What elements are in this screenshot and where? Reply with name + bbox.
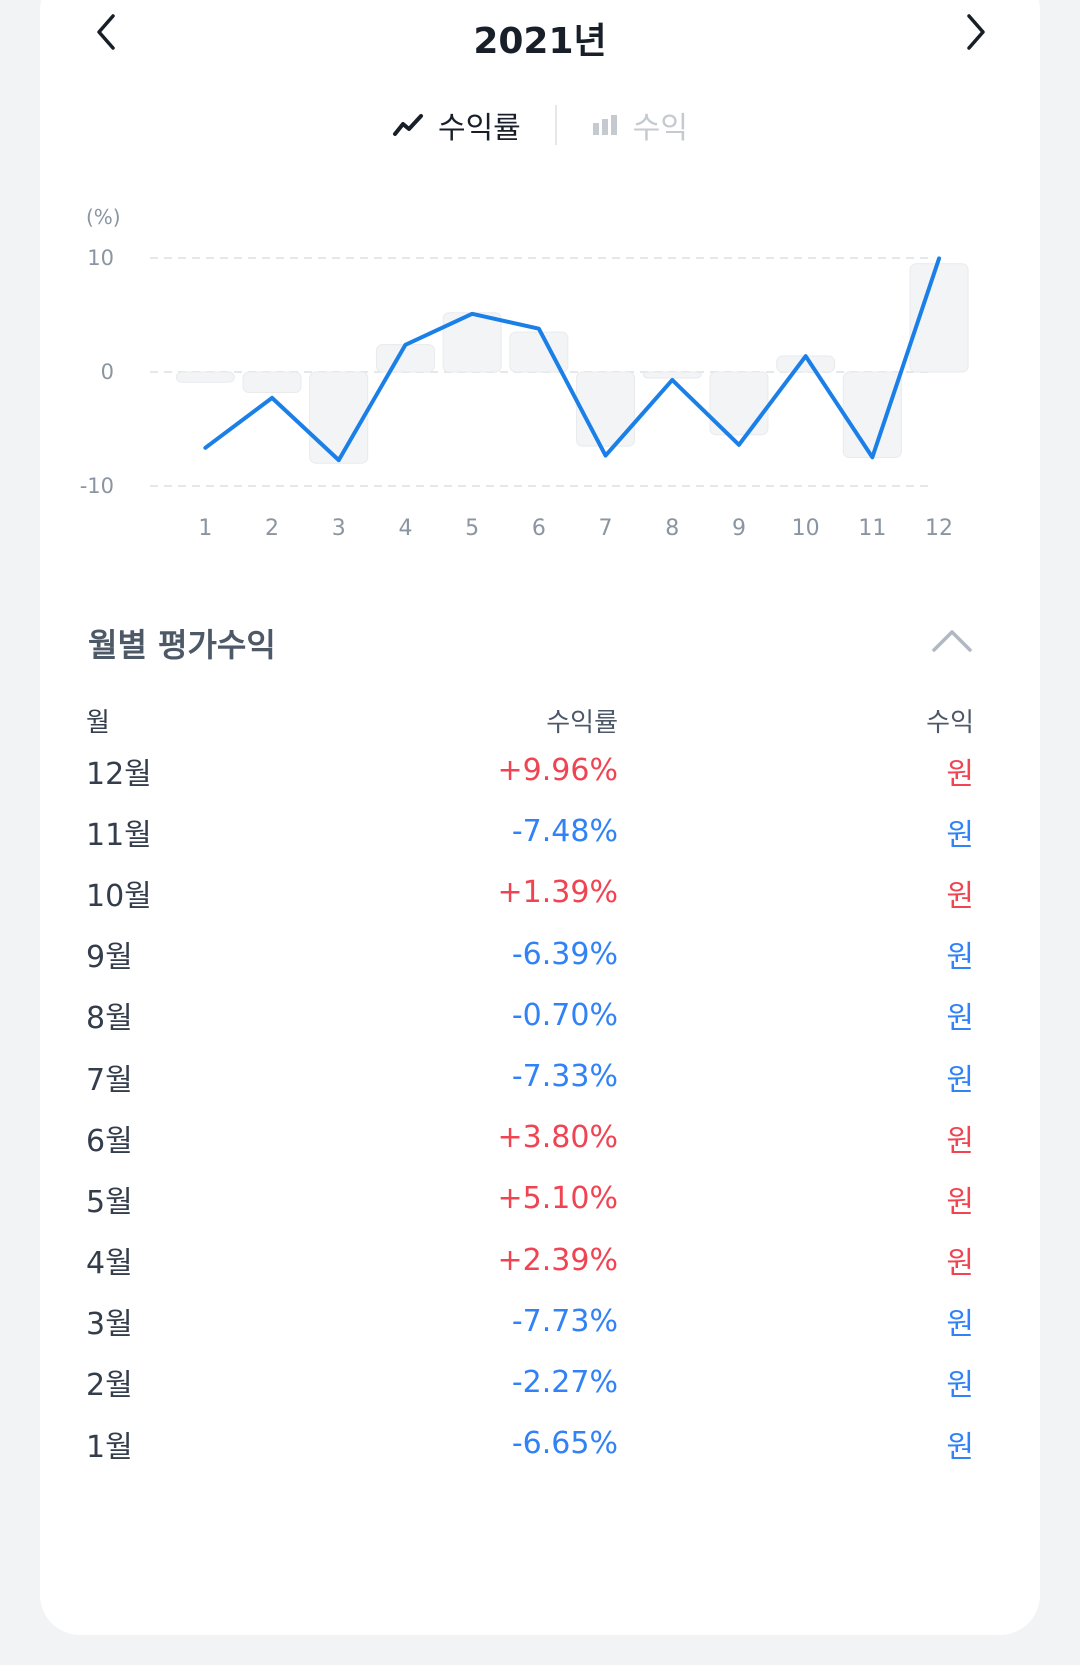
bar-chart-icon [592,115,617,135]
y-unit-label: (%) [86,205,121,229]
table-row: 5월 +5.10% 원 [86,1168,974,1229]
next-year-button[interactable] [954,10,998,54]
section-title: 월별 평가수익 [88,626,276,664]
table-row: 8월 -0.70% 원 [86,985,974,1046]
chevron-up-icon [932,630,972,652]
chart-bar [242,371,302,394]
monthly-table: 월 수익률 수익 12월 +9.96% 원 11월 -7.48% 원 10월 +1.39%… [86,700,974,1474]
x-tick-label: 1 [198,516,212,541]
table-row: 2월 -2.27% 원 [86,1352,974,1413]
row-month: 12월 [86,756,152,792]
row-profit: 원 [946,1429,974,1465]
row-rate: +9.96% [497,753,618,789]
tab-rate[interactable]: 수익률 [358,103,555,147]
prev-year-button[interactable] [84,10,128,54]
row-profit: 원 [946,878,974,914]
table-row: 11월 -7.48% 원 [86,801,974,862]
rate-chart-svg: (%)100-101 2 3 4 5 6 7 8 9 10 11 12 [80,205,969,541]
chart-bar [175,371,235,383]
row-profit: 원 [946,1123,974,1159]
row-rate: -0.70% [511,997,618,1033]
row-month: 8월 [86,1001,133,1037]
table-row: 7월 -7.33% 원 [86,1046,974,1107]
chart-bar [842,371,902,458]
row-rate: +2.39% [497,1242,618,1278]
x-tick-label: 10 [792,516,820,541]
x-tick-label: 6 [532,516,546,541]
row-month: 7월 [86,1062,133,1098]
row-rate: -6.65% [511,1426,618,1462]
header-month: 월 [86,707,110,738]
year-header: 2021년 [40,0,1040,70]
x-tick-label: 12 [925,516,953,541]
header-rate: 수익률 [546,707,618,738]
row-month: 10월 [86,878,152,914]
table-row: 12월 +9.96% 원 [86,740,974,801]
series-line [203,256,942,463]
tab-divider [554,105,557,145]
y-tick-label: 10 [87,246,114,270]
row-profit: 원 [946,1001,974,1037]
row-rate: +1.39% [497,875,618,911]
row-month: 11월 [86,817,152,853]
rate-chart: (%) 10 0 -10 1 2 3 4 5 6 7 8 9 10 11 12 [40,200,1040,570]
table-body: 12월 +9.96% 원 11월 -7.48% 원 10월 +1.39% 원 9월 -6.39… [86,740,974,1474]
row-month: 4월 [86,1246,133,1282]
table-row: 3월 -7.73% 원 [86,1291,974,1352]
report-card: 2021년 수익률 수익 (%) 10 0 -10 1 2 3 4 5 6 7 8 9 10 11 12 월별… [40,0,1040,1635]
tab-profit-label: 수익 [632,111,688,146]
tab-rate-label: 수익률 [437,111,521,146]
table-row: 4월 +2.39% 원 [86,1230,974,1291]
chart-bar [309,371,369,464]
year-title: 2021년 [473,21,607,62]
chart-bar [642,371,702,379]
table-row: 9월 -6.39% 원 [86,924,974,985]
x-tick-label: 2 [265,516,279,541]
collapse-button[interactable] [930,622,974,658]
table-row: 1월 -6.65% 원 [86,1413,974,1474]
row-profit: 원 [946,817,974,853]
row-rate: +3.80% [497,1120,618,1156]
header-profit: 수익 [926,707,974,738]
table-row: 6월 +3.80% 원 [86,1107,974,1168]
row-profit: 원 [946,1062,974,1098]
x-tick-label: 3 [332,516,346,541]
x-tick-label: 4 [398,516,412,541]
row-month: 3월 [86,1307,133,1343]
row-month: 2월 [86,1368,133,1404]
row-rate: -7.48% [511,814,618,850]
row-profit: 원 [946,1368,974,1404]
row-profit: 원 [946,1307,974,1343]
row-rate: -7.73% [511,1303,618,1339]
chevron-right-icon [967,14,985,50]
table-row: 10월 +1.39% 원 [86,862,974,923]
row-rate: +5.10% [497,1181,618,1217]
x-tick-label: 7 [599,516,613,541]
y-tick-label: 0 [101,360,114,384]
chevron-left-icon [97,14,115,50]
chart-type-tabs: 수익률 수익 [40,100,1040,150]
x-tick-label: 5 [465,516,479,541]
row-profit: 원 [946,1184,974,1220]
row-rate: -6.39% [511,936,618,972]
y-tick-label: -10 [80,474,114,498]
row-month: 5월 [86,1184,133,1220]
x-tick-label: 9 [732,516,746,541]
row-profit: 원 [946,756,974,792]
row-month: 1월 [86,1429,133,1465]
row-profit: 원 [946,940,974,976]
row-month: 9월 [86,940,133,976]
row-month: 6월 [86,1123,133,1159]
table-header: 월 수익률 수익 [86,700,974,740]
tab-profit[interactable]: 수익 [557,103,722,147]
row-rate: -7.33% [511,1059,618,1095]
row-rate: -2.27% [511,1364,618,1400]
row-profit: 원 [946,1246,974,1282]
x-tick-label: 8 [665,516,679,541]
line-chart-icon [392,114,423,136]
x-tick-label: 11 [858,516,886,541]
